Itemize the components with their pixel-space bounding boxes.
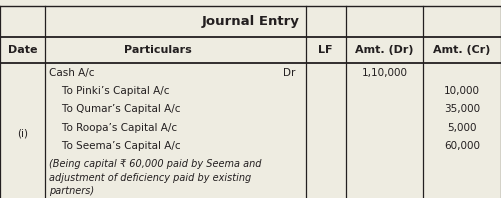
Text: 60,000: 60,000 <box>444 141 480 151</box>
Text: 1,10,000: 1,10,000 <box>362 68 407 78</box>
Text: adjustment of deficiency paid by existing: adjustment of deficiency paid by existin… <box>49 173 252 183</box>
Text: To Seema’s Capital A/c: To Seema’s Capital A/c <box>49 141 181 151</box>
Text: Amt. (Dr): Amt. (Dr) <box>355 45 414 55</box>
Text: Cash A/c: Cash A/c <box>49 68 95 78</box>
Text: (i): (i) <box>17 129 28 139</box>
Text: Dr: Dr <box>283 68 296 78</box>
Text: 5,000: 5,000 <box>447 123 477 133</box>
Text: Date: Date <box>8 45 37 55</box>
Text: Journal Entry: Journal Entry <box>201 15 300 28</box>
Text: 10,000: 10,000 <box>444 86 480 96</box>
Text: 35,000: 35,000 <box>444 104 480 114</box>
Text: To Pinki’s Capital A/c: To Pinki’s Capital A/c <box>49 86 170 96</box>
Text: Amt. (Cr): Amt. (Cr) <box>433 45 491 55</box>
Text: (Being capital ₹ 60,000 paid by Seema and: (Being capital ₹ 60,000 paid by Seema an… <box>49 159 262 169</box>
Text: To Qumar’s Capital A/c: To Qumar’s Capital A/c <box>49 104 180 114</box>
Text: To Roopa’s Capital A/c: To Roopa’s Capital A/c <box>49 123 177 133</box>
Text: Particulars: Particulars <box>124 45 192 55</box>
Text: partners): partners) <box>49 187 94 196</box>
Text: LF: LF <box>319 45 333 55</box>
